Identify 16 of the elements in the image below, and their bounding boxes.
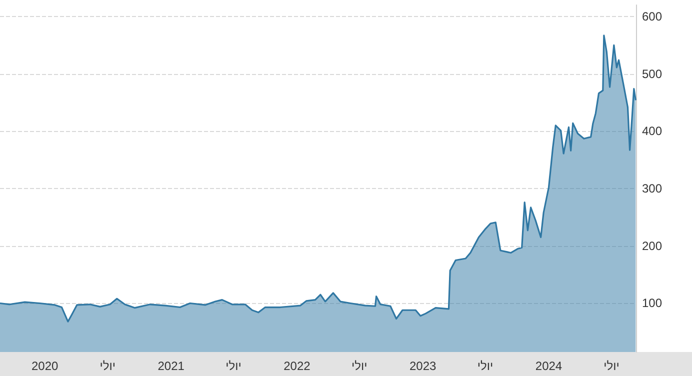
x-tick-label: יולי bbox=[352, 359, 368, 373]
x-tick-label: 2024 bbox=[535, 359, 562, 373]
x-tick-label: 2023 bbox=[410, 359, 437, 373]
x-tick-label: 2020 bbox=[31, 359, 59, 373]
y-tick-label: 600 bbox=[642, 9, 662, 24]
y-tick-label: 100 bbox=[642, 296, 662, 310]
y-tick-label: 400 bbox=[642, 124, 662, 138]
x-tick-label: 2021 bbox=[158, 359, 185, 373]
x-tick-label: יולי bbox=[604, 359, 620, 373]
y-tick-label: 500 bbox=[642, 66, 662, 81]
x-tick-label: יולי bbox=[226, 359, 242, 373]
x-tick-label: יולי bbox=[477, 359, 494, 373]
y-tick-label: 300 bbox=[642, 182, 662, 196]
x-tick-label: 2022 bbox=[284, 359, 311, 373]
x-tick-label: יולי bbox=[100, 359, 116, 373]
y-tick-label: 200 bbox=[642, 238, 662, 253]
